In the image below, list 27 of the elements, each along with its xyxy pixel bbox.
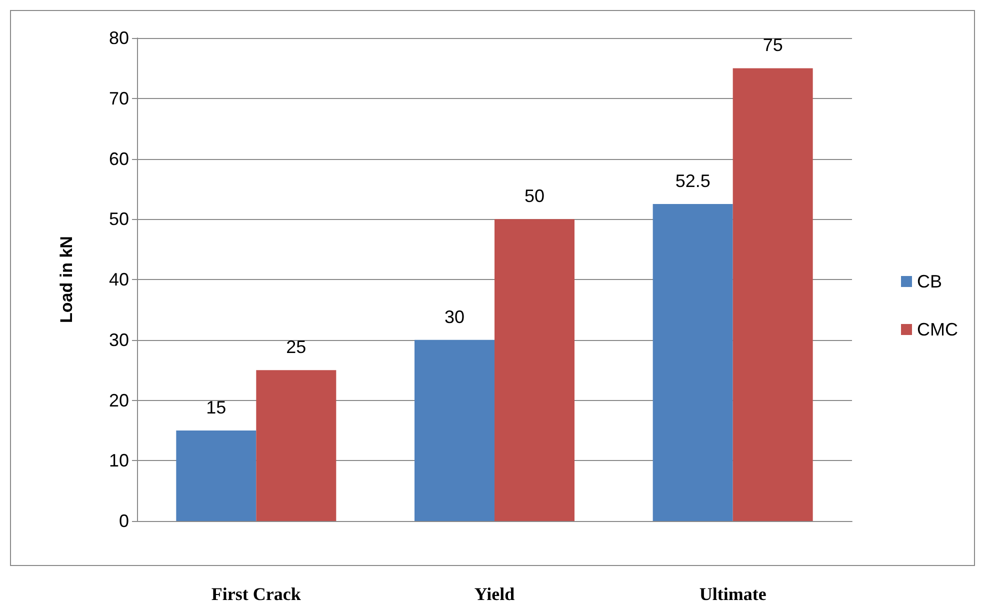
y-tick-label: 50	[108, 209, 129, 230]
y-tick-label: 20	[108, 390, 129, 410]
y-tick-label: 80	[108, 28, 129, 48]
bar	[414, 340, 494, 521]
bar	[732, 68, 813, 521]
legend-label: CMC	[917, 320, 958, 340]
y-tick-label: 60	[108, 148, 129, 169]
x-tick-label: Yield	[474, 584, 515, 604]
data-label: 75	[762, 35, 783, 56]
y-axis-title: Load in kN	[57, 236, 76, 323]
y-tick-label: 30	[108, 330, 129, 350]
data-label: 15	[206, 397, 226, 418]
y-tick-label: 40	[108, 270, 129, 290]
data-label: 30	[444, 306, 465, 327]
y-tick-label: 10	[108, 450, 129, 471]
data-label: 52.5	[675, 171, 710, 192]
data-label: 25	[286, 337, 306, 358]
bar	[176, 430, 256, 521]
y-tick-label: 70	[108, 88, 129, 108]
x-tick-label: First Crack	[211, 584, 301, 604]
bar	[256, 370, 336, 521]
bar	[652, 204, 733, 521]
bar	[494, 219, 574, 521]
x-tick-label: Ultimate	[699, 584, 766, 604]
data-label: 50	[524, 186, 545, 206]
legend-label: CB	[917, 272, 942, 292]
y-tick-label: 0	[118, 511, 129, 531]
